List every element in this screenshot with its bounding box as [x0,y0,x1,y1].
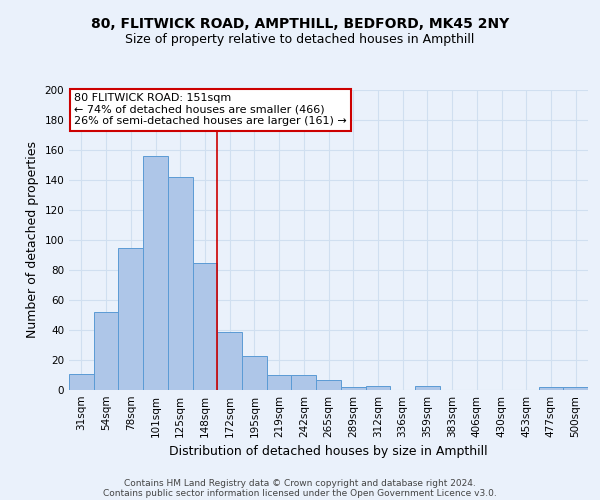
Bar [94,312,118,390]
Bar [415,386,440,390]
Text: 80 FLITWICK ROAD: 151sqm
← 74% of detached houses are smaller (466)
26% of semi-: 80 FLITWICK ROAD: 151sqm ← 74% of detach… [74,93,347,126]
Bar [316,380,341,390]
Bar [292,375,316,390]
Bar [143,156,168,390]
Bar [563,387,588,390]
Y-axis label: Number of detached properties: Number of detached properties [26,142,39,338]
Bar [168,177,193,390]
Bar [365,386,390,390]
Bar [217,332,242,390]
Text: Contains public sector information licensed under the Open Government Licence v3: Contains public sector information licen… [103,488,497,498]
Bar [267,375,292,390]
Bar [341,387,365,390]
Bar [193,262,217,390]
Text: 80, FLITWICK ROAD, AMPTHILL, BEDFORD, MK45 2NY: 80, FLITWICK ROAD, AMPTHILL, BEDFORD, MK… [91,18,509,32]
Bar [69,374,94,390]
Bar [118,248,143,390]
Text: Contains HM Land Registry data © Crown copyright and database right 2024.: Contains HM Land Registry data © Crown c… [124,478,476,488]
Bar [539,387,563,390]
Text: Size of property relative to detached houses in Ampthill: Size of property relative to detached ho… [125,32,475,46]
Bar [242,356,267,390]
X-axis label: Distribution of detached houses by size in Ampthill: Distribution of detached houses by size … [169,446,488,458]
